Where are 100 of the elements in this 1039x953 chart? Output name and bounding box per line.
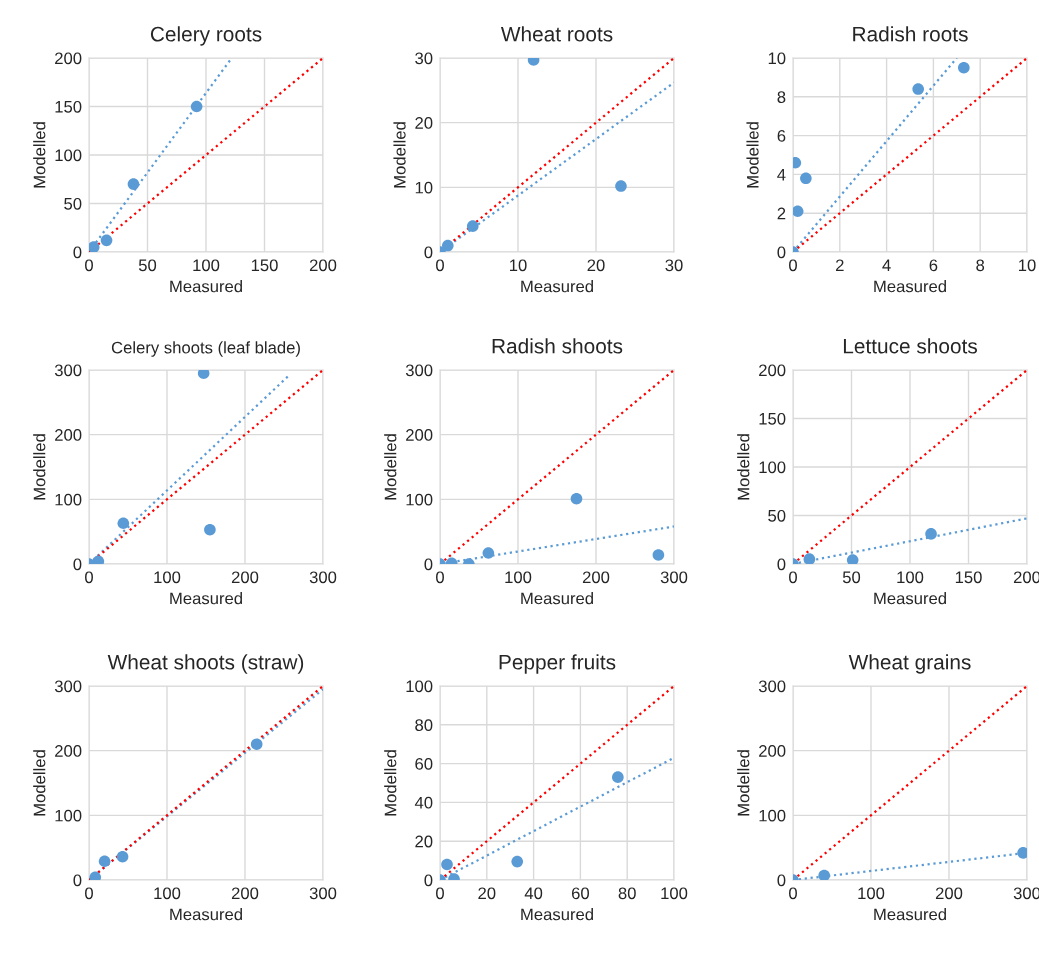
y-tick-label: 100 (55, 809, 82, 822)
chart-title: Lettuce shoots (843, 338, 978, 354)
y-tick-label: 0 (424, 558, 433, 571)
y-tick-label: 100 (55, 149, 82, 162)
x-tick-label: 100 (897, 571, 924, 584)
y-tick-label: 150 (759, 412, 786, 425)
y-tick-label: 6 (777, 130, 786, 142)
y-axis-title: Modelled (33, 750, 46, 816)
y-tick-label: 0 (777, 558, 786, 571)
x-tick-label: 8 (976, 259, 985, 272)
x-tick-label: 20 (587, 259, 605, 272)
x-axis-title: Measured (874, 280, 946, 293)
y-tick-label: 200 (55, 745, 82, 757)
x-tick-label: 2 (836, 259, 844, 272)
y-tick-label: 4 (777, 168, 786, 181)
x-tick-label: 150 (955, 571, 982, 584)
point (98, 855, 111, 868)
x-axis-title: Measured (874, 908, 946, 921)
y-tick-label: 200 (55, 429, 82, 441)
chart-title: Radish shoots (492, 338, 623, 354)
point (793, 205, 804, 218)
x-axis-title: Measured (521, 908, 593, 921)
x-tick-label: 80 (618, 887, 636, 900)
point (466, 220, 479, 232)
point (250, 738, 263, 751)
x-tick-label: 200 (309, 259, 337, 272)
x-tick-label: 0 (436, 887, 444, 900)
x-tick-label: 60 (571, 887, 590, 900)
x-tick-label: 0 (789, 259, 797, 272)
x-axis-title: Measured (521, 280, 593, 293)
y-axis-title: Modelled (33, 434, 46, 500)
y-axis-title: Modelled (737, 434, 750, 500)
x-tick-label: 100 (154, 887, 181, 900)
y-tick-label: 50 (64, 197, 82, 210)
y-tick-label: 0 (777, 246, 786, 259)
y-tick-label: 0 (424, 874, 433, 887)
y-tick-label: 60 (415, 758, 433, 770)
y-tick-label: 100 (759, 809, 786, 822)
y-tick-label: 300 (405, 364, 433, 377)
y-tick-label: 30 (415, 52, 433, 65)
point (89, 241, 100, 252)
y-axis-title: Modelled (33, 122, 46, 188)
y-tick-label: 50 (768, 509, 786, 522)
point (912, 83, 924, 95)
y-axis-title: Modelled (384, 434, 397, 500)
chart-title: Wheat shoots (straw) (107, 654, 304, 674)
y-tick-label: 20 (415, 835, 433, 848)
y-tick-label: 150 (55, 100, 82, 113)
point (441, 239, 454, 252)
x-tick-label: 0 (789, 571, 797, 584)
x-tick-label: 100 (193, 259, 220, 272)
x-tick-label: 0 (85, 571, 93, 584)
x-tick-label: 100 (505, 571, 532, 584)
y-tick-label: 0 (73, 874, 82, 887)
x-tick-label: 100 (858, 887, 885, 900)
y-tick-label: 2 (777, 207, 786, 220)
x-tick-label: 6 (929, 259, 938, 272)
x-tick-label: 300 (660, 571, 688, 584)
x-tick-label: 50 (138, 259, 157, 272)
y-tick-label: 100 (759, 461, 786, 474)
point (958, 61, 970, 74)
x-tick-label: 20 (478, 887, 496, 900)
point (612, 771, 624, 783)
y-tick-label: 80 (415, 719, 433, 731)
chart-title: Wheat roots (500, 26, 613, 42)
point (615, 180, 627, 192)
y-tick-label: 300 (54, 364, 82, 377)
chart-title: Celery shoots (leaf blade) (111, 341, 300, 357)
y-tick-label: 200 (55, 52, 82, 65)
y-tick-label: 300 (758, 680, 786, 693)
x-tick-label: 40 (524, 887, 543, 900)
y-tick-label: 200 (759, 364, 786, 377)
x-tick-label: 200 (231, 571, 259, 584)
point (197, 370, 210, 380)
y-tick-label: 100 (55, 493, 82, 506)
y-tick-label: 200 (759, 745, 786, 757)
y-tick-label: 8 (777, 91, 786, 103)
y-axis-title: Modelled (737, 750, 750, 816)
point (127, 178, 140, 190)
x-axis-title: Measured (170, 592, 242, 605)
y-tick-label: 100 (406, 680, 433, 693)
x-tick-label: 100 (154, 571, 181, 584)
x-tick-label: 200 (935, 887, 963, 900)
x-tick-label: 0 (85, 259, 93, 272)
y-tick-label: 10 (415, 181, 433, 194)
x-axis-title: Measured (170, 280, 242, 293)
y-tick-label: 10 (768, 52, 786, 65)
x-tick-label: 0 (436, 259, 444, 272)
point (190, 100, 203, 113)
y-axis-title: Modelled (746, 122, 759, 188)
chart-title: Celery roots (150, 26, 262, 46)
x-axis-title: Measured (521, 592, 593, 605)
point (100, 234, 113, 247)
point (116, 850, 129, 863)
point (511, 855, 524, 868)
y-tick-label: 0 (424, 246, 433, 259)
x-tick-label: 0 (85, 887, 93, 900)
y-tick-label: 100 (406, 493, 433, 506)
x-tick-label: 10 (1019, 259, 1036, 272)
x-tick-label: 0 (436, 571, 444, 584)
